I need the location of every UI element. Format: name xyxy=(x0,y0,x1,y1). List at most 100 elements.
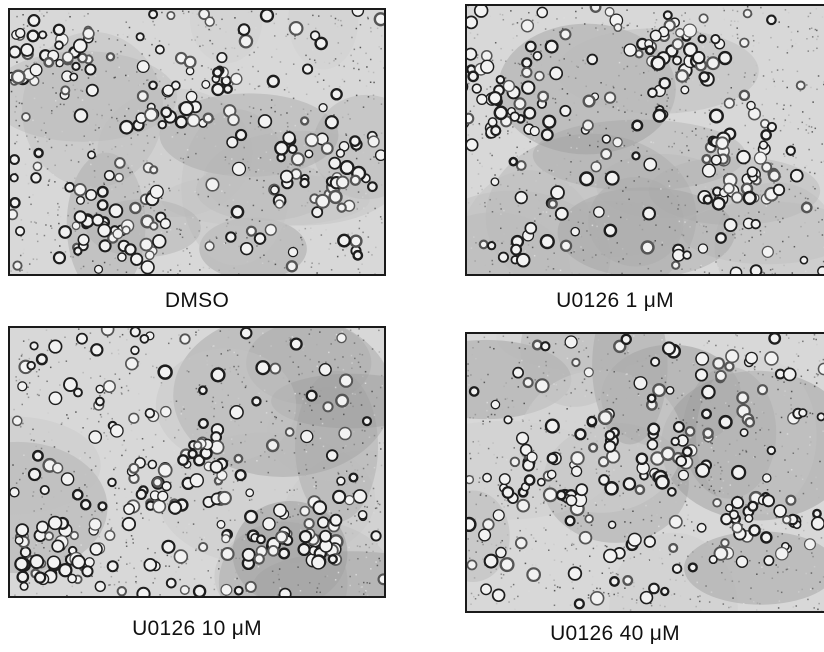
speckle xyxy=(213,415,215,418)
speckle xyxy=(490,531,493,534)
speckle xyxy=(26,25,29,27)
speckle xyxy=(354,393,356,395)
speckle xyxy=(379,60,382,63)
speckle xyxy=(654,106,657,109)
speckle xyxy=(560,504,563,506)
speckle xyxy=(318,15,320,17)
speckle xyxy=(161,11,163,14)
speckle xyxy=(320,389,322,392)
speckle xyxy=(178,228,181,231)
cell xyxy=(124,243,137,256)
speckle xyxy=(516,22,519,24)
speckle xyxy=(791,272,794,274)
speckle xyxy=(479,494,482,496)
speckle xyxy=(621,145,624,148)
speckle xyxy=(530,164,533,167)
speckle xyxy=(67,417,69,420)
speckle xyxy=(715,344,717,347)
speckle xyxy=(99,562,102,565)
speckle xyxy=(153,376,155,379)
speckle xyxy=(572,587,574,590)
cell xyxy=(499,557,515,573)
speckle xyxy=(369,27,372,29)
speckle xyxy=(553,177,556,180)
speckle xyxy=(242,93,245,96)
cell xyxy=(121,516,137,532)
speckle xyxy=(686,136,688,138)
speckle xyxy=(117,559,120,562)
speckle xyxy=(705,57,708,60)
speckle xyxy=(695,605,697,608)
speckle xyxy=(35,445,37,448)
speckle xyxy=(161,512,164,515)
speckle xyxy=(379,386,382,389)
cell xyxy=(613,23,623,33)
speckle xyxy=(288,337,291,339)
speckle xyxy=(268,456,270,458)
cell xyxy=(149,221,159,231)
cell xyxy=(67,573,78,584)
speckle xyxy=(337,366,339,369)
cell xyxy=(301,63,314,75)
speckle xyxy=(730,571,733,573)
speckle xyxy=(666,105,668,107)
speckle xyxy=(355,94,358,97)
speckle xyxy=(126,36,129,38)
speckle xyxy=(114,76,117,79)
speckle xyxy=(294,392,296,395)
cell xyxy=(652,383,667,398)
cell xyxy=(677,469,689,481)
speckle xyxy=(679,108,681,111)
speckle xyxy=(211,42,214,45)
speckle xyxy=(686,145,688,147)
speckle xyxy=(623,144,626,147)
speckle xyxy=(108,431,111,434)
speckle xyxy=(252,41,255,44)
speckle xyxy=(490,167,493,170)
speckle xyxy=(467,202,470,204)
speckle xyxy=(103,182,105,184)
speckle xyxy=(256,245,258,247)
speckle xyxy=(199,269,201,271)
speckle xyxy=(583,378,586,380)
cell xyxy=(139,334,150,344)
speckle xyxy=(182,406,184,408)
speckle xyxy=(223,116,226,118)
speckle xyxy=(270,345,272,347)
speckle xyxy=(128,79,130,82)
speckle xyxy=(595,27,597,29)
cell xyxy=(658,76,672,90)
speckle xyxy=(380,103,383,105)
cell xyxy=(348,472,359,483)
speckle xyxy=(798,538,800,540)
speckle xyxy=(179,270,181,272)
speckle xyxy=(361,263,363,265)
speckle xyxy=(539,460,542,463)
speckle xyxy=(353,342,356,344)
speckle xyxy=(381,222,383,224)
speckle xyxy=(343,406,346,409)
speckle xyxy=(689,226,691,228)
speckle xyxy=(169,159,172,161)
speckle xyxy=(318,262,320,265)
speckle xyxy=(570,60,573,63)
speckle xyxy=(646,150,648,152)
speckle xyxy=(224,368,226,371)
speckle xyxy=(683,20,685,22)
speckle xyxy=(138,185,140,188)
speckle xyxy=(548,412,551,415)
speckle xyxy=(767,459,769,462)
cell xyxy=(570,451,585,466)
cell xyxy=(654,474,670,490)
speckle xyxy=(494,413,496,416)
micrograph-dmso xyxy=(8,8,386,276)
speckle xyxy=(526,121,529,123)
speckle xyxy=(29,433,32,435)
speckle xyxy=(291,336,294,338)
speckle xyxy=(806,410,809,413)
speckle xyxy=(160,197,163,200)
speckle xyxy=(113,468,115,471)
background-blotch xyxy=(660,370,824,521)
speckle xyxy=(479,444,481,446)
cell xyxy=(147,459,158,470)
